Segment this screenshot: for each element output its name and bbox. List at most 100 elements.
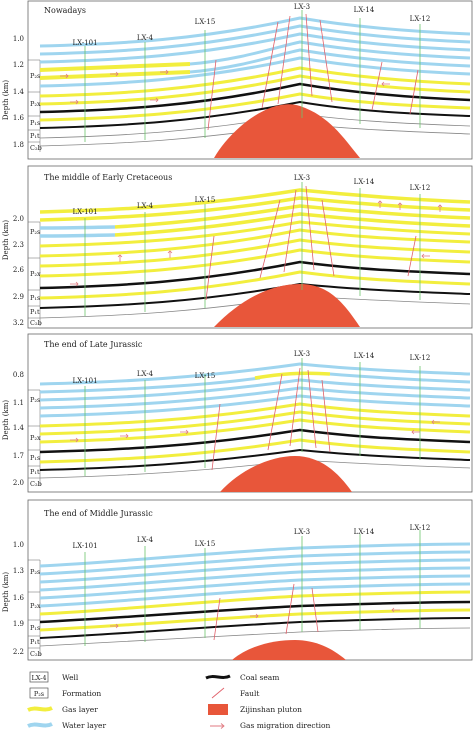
zijinshan-pluton bbox=[214, 284, 360, 327]
well-labels: LX-101 LX-4 LX-15 LX-3 LX-14 LX-12 bbox=[72, 174, 430, 216]
legend-fault-label: Fault bbox=[240, 689, 259, 698]
gas-layer bbox=[39, 418, 471, 444]
well-label: LX-3 bbox=[294, 528, 310, 536]
well-label: LX-101 bbox=[72, 208, 97, 216]
well-label: LX-101 bbox=[72, 542, 97, 550]
depth-tick: 1.0 bbox=[13, 35, 24, 43]
depth-tick: 1.4 bbox=[13, 88, 25, 96]
formation-label: P₂s bbox=[30, 568, 40, 576]
depth-tick: 1.6 bbox=[13, 114, 25, 122]
legend-well-label: Well bbox=[62, 673, 79, 682]
zijinshan-pluton bbox=[232, 640, 346, 660]
depth-ticks: 1.0 1.2 1.4 1.6 1.8 bbox=[13, 35, 25, 149]
water-layer bbox=[39, 582, 471, 608]
water-layer bbox=[39, 550, 471, 576]
formation-label: C₂b bbox=[30, 650, 42, 658]
formation-label: P₁t bbox=[30, 468, 40, 476]
stratum-line bbox=[39, 627, 471, 647]
wells bbox=[84, 358, 421, 476]
depth-tick: 1.4 bbox=[13, 424, 25, 432]
gas-layer bbox=[39, 70, 191, 80]
panel-title: The end of Middle Jurassic bbox=[44, 509, 153, 518]
formation-label: P₂s bbox=[30, 396, 40, 404]
water-layer bbox=[39, 378, 471, 402]
well-label: LX-4 bbox=[137, 34, 154, 42]
panel-frame bbox=[27, 165, 473, 329]
gas-layer bbox=[39, 92, 471, 122]
formation-label: P₁t bbox=[30, 638, 40, 646]
legend-coal-seam-label: Coal seam bbox=[240, 673, 279, 682]
legend-well-swatch bbox=[29, 671, 49, 683]
well-label: LX-4 bbox=[137, 536, 154, 544]
depth-tick: 1.8 bbox=[13, 141, 24, 149]
gas-migration-arrows bbox=[70, 200, 443, 287]
legend-gas-layer-swatch bbox=[27, 706, 53, 712]
well-label: LX-14 bbox=[354, 528, 375, 536]
legend: LX-4 Well P₂s Formation Gas layer Water … bbox=[27, 671, 331, 730]
well-label: LX-14 bbox=[354, 178, 375, 186]
panel-early-cretaceous: The middle of Early Cretaceous Depth (km… bbox=[2, 165, 473, 329]
water-layer bbox=[39, 16, 471, 48]
water-layer bbox=[39, 574, 471, 600]
strata bbox=[39, 542, 471, 647]
gas-layer bbox=[39, 66, 471, 98]
water-layer bbox=[329, 372, 471, 384]
well-label: LX-12 bbox=[410, 524, 431, 532]
well-label: LX-101 bbox=[72, 39, 97, 47]
legend-formation-symbol: P₂s bbox=[34, 690, 44, 698]
zijinshan-pluton bbox=[220, 456, 352, 492]
coal-seam bbox=[39, 428, 471, 454]
formation-label: P₁s bbox=[30, 624, 40, 632]
depth-tick: 1.9 bbox=[13, 620, 24, 628]
well-label: LX-12 bbox=[410, 15, 431, 23]
formation-label: P₁t bbox=[30, 132, 40, 140]
depth-tick: 1.1 bbox=[13, 399, 24, 407]
faults bbox=[213, 583, 319, 641]
depth-tick: 1.0 bbox=[13, 541, 24, 549]
depth-tick: 2.3 bbox=[13, 241, 24, 249]
panel-middle-jurassic: The end of Middle Jurassic Depth (km) 1.… bbox=[2, 499, 473, 661]
gas-layer bbox=[254, 371, 331, 380]
formation-label: P₂x bbox=[30, 434, 41, 442]
strata bbox=[39, 362, 471, 479]
formation-label: P₂x bbox=[30, 270, 41, 278]
well-label: LX-4 bbox=[137, 370, 154, 378]
depth-axis-label: Depth (km) bbox=[2, 220, 10, 260]
depth-ticks: 2.0 2.3 2.6 2.9 3.2 bbox=[13, 215, 25, 327]
water-layer bbox=[39, 394, 471, 418]
gas-layer bbox=[39, 270, 471, 300]
gas-migration-arrows bbox=[110, 607, 400, 629]
legend-pluton-label: Zijinshan pluton bbox=[240, 705, 302, 714]
legend-gas-layer-label: Gas layer bbox=[62, 705, 98, 714]
depth-tick: 1.2 bbox=[13, 61, 24, 69]
well-label: LX-15 bbox=[195, 540, 216, 548]
formation-labels: P₂s P₂x P₁s P₁t C₂b bbox=[28, 59, 42, 152]
legend-coal-seam-swatch bbox=[205, 674, 231, 680]
coal-seam bbox=[39, 260, 471, 290]
gas-layer bbox=[114, 212, 471, 237]
wells bbox=[84, 530, 421, 646]
depth-tick: 1.6 bbox=[13, 594, 25, 602]
water-layer bbox=[189, 40, 471, 66]
water-layer bbox=[39, 566, 471, 592]
well-label: LX-4 bbox=[137, 202, 154, 210]
well-labels: LX-101 LX-4 LX-15 LX-3 LX-14 LX-12 bbox=[72, 350, 430, 385]
depth-axis-label: Depth (km) bbox=[2, 80, 10, 120]
depth-tick: 3.2 bbox=[13, 319, 24, 327]
coal-seam bbox=[39, 600, 471, 624]
gas-layer bbox=[39, 62, 191, 72]
wells bbox=[84, 182, 421, 316]
gas-layer bbox=[39, 196, 471, 222]
legend-gas-migration-swatch bbox=[210, 723, 225, 729]
well-labels: LX-101 LX-4 LX-15 LX-3 LX-14 LX-12 bbox=[72, 524, 430, 550]
panel-title: The middle of Early Cretaceous bbox=[44, 173, 172, 182]
well-labels: LX-101 LX-4 LX-15 LX-3 LX-14 LX-12 bbox=[72, 3, 430, 47]
depth-tick: 2.0 bbox=[13, 215, 24, 223]
legend-gas-migration-label: Gas migration direction bbox=[240, 721, 331, 730]
depth-tick: 2.9 bbox=[13, 293, 24, 301]
formation-label: P₁s bbox=[30, 294, 40, 302]
coal-seam bbox=[39, 100, 471, 129]
formation-labels: P₂s P₂x P₁s P₁t C₂b bbox=[28, 389, 42, 488]
wells bbox=[84, 10, 421, 142]
